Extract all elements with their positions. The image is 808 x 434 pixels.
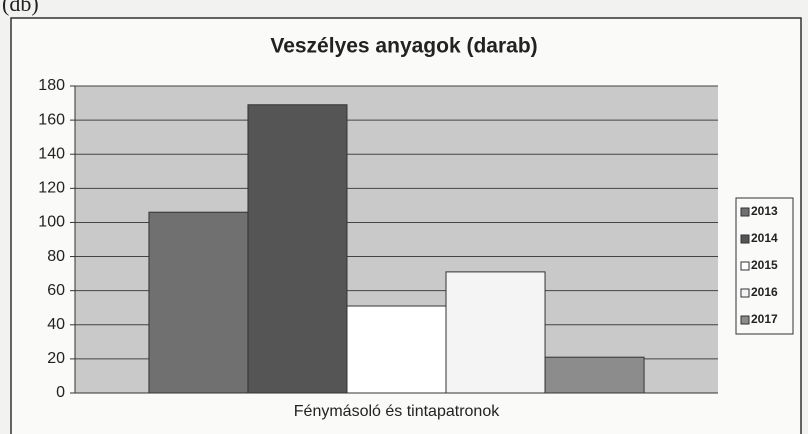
- bar: [346, 305, 447, 394]
- bar: [247, 104, 348, 394]
- x-tick-label: Fénymásoló és tintapatronok: [294, 403, 500, 420]
- y-tick-label: 0: [56, 384, 65, 401]
- legend-label: 2016: [751, 285, 778, 299]
- y-tick-label: 80: [47, 248, 65, 265]
- y-tick-label: 180: [38, 77, 65, 94]
- legend-swatch: [740, 234, 750, 244]
- bar: [544, 356, 645, 394]
- unit-label: (db): [2, 0, 39, 16]
- legend-swatch: [740, 288, 750, 298]
- y-tick-label: 40: [47, 316, 65, 333]
- y-tick-label: 160: [38, 111, 65, 128]
- y-tick-label: 140: [38, 145, 65, 162]
- y-tick-label: 60: [47, 282, 65, 299]
- legend-label: 2013: [751, 204, 778, 218]
- legend-swatch: [740, 207, 750, 217]
- legend-swatch: [740, 261, 750, 271]
- bar: [148, 211, 249, 394]
- bar: [445, 271, 546, 394]
- chart-title: Veszélyes anyagok (darab): [270, 35, 537, 58]
- legend-label: 2017: [751, 312, 778, 326]
- legend-swatch: [740, 315, 750, 325]
- y-tick-label: 100: [38, 214, 65, 231]
- legend-label: 2015: [751, 258, 778, 272]
- legend-label: 2014: [751, 231, 778, 245]
- y-tick-label: 120: [38, 180, 65, 197]
- y-tick-label: 20: [47, 350, 65, 367]
